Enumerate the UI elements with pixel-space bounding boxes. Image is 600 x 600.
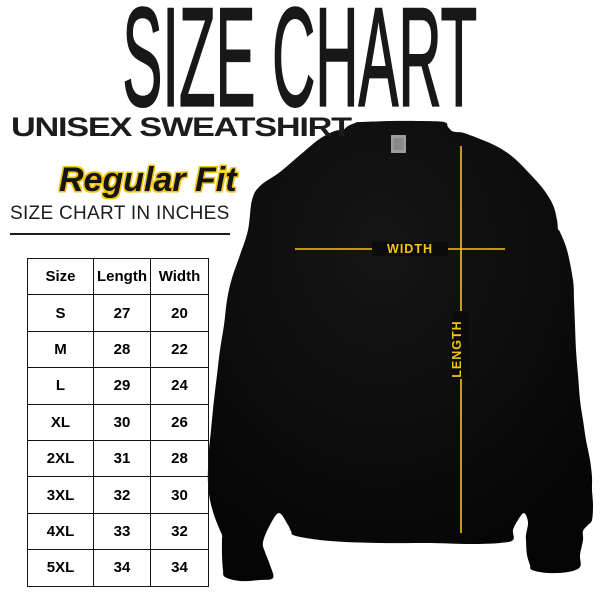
svg-text:WIDTH: WIDTH [387,242,433,256]
svg-text:LENGTH: LENGTH [450,320,464,377]
